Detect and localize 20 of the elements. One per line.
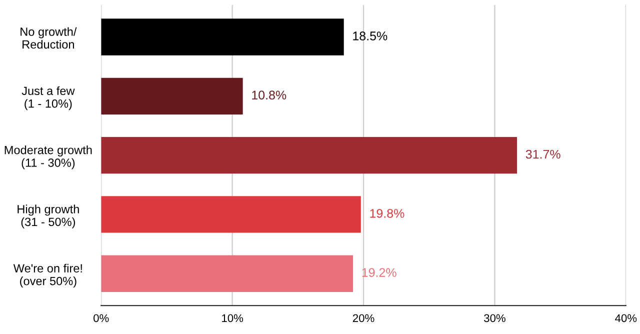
bar (101, 255, 354, 292)
y-tick-label: High growth (31 - 50%) (18, 204, 79, 228)
x-tick-label: 30% (484, 314, 506, 322)
x-tick-label: 20% (352, 314, 374, 322)
data-label: 10.8% (252, 90, 286, 100)
x-tick-label: 0% (94, 314, 109, 322)
y-tick-label: No growth/ Reduction (20, 27, 77, 49)
y-tick-label: Moderate growth (11 - 30%) (4, 146, 92, 170)
y-tick-label: We're on fire! (over 50%) (13, 264, 82, 288)
x-tick-label: 10% (222, 314, 244, 322)
data-label: 19.8% (370, 208, 404, 218)
data-label: 18.5% (353, 32, 388, 40)
data-label: 31.7% (526, 150, 560, 159)
x-tick-label: 40% (615, 314, 637, 322)
bar (101, 18, 344, 56)
data-label: 19.2% (362, 268, 396, 277)
y-tick-label: Just a few (1 - 10%) (22, 86, 75, 110)
bar (101, 78, 243, 114)
bar (101, 136, 518, 174)
bar (101, 196, 361, 233)
